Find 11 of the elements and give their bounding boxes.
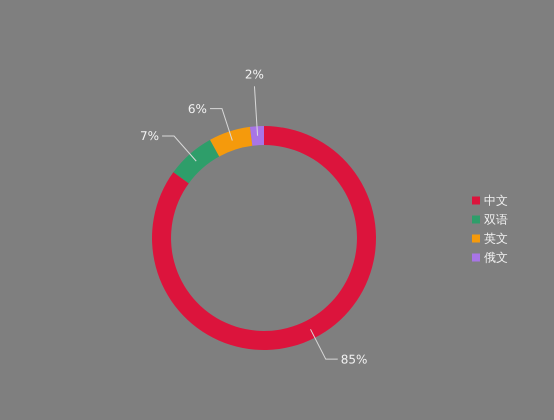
data-label: 7% <box>140 129 160 144</box>
data-label: 2% <box>244 67 264 82</box>
legend-label: 俄文 <box>484 250 508 265</box>
data-label: 85% <box>340 352 368 366</box>
donut-slice <box>250 126 264 146</box>
legend-label: 双语 <box>484 212 508 227</box>
donut-slice <box>210 126 252 157</box>
legend-label: 中文 <box>484 194 508 208</box>
data-label: 6% <box>188 102 207 116</box>
donut-slice <box>173 140 220 184</box>
legend-label: 英文 <box>484 232 508 246</box>
